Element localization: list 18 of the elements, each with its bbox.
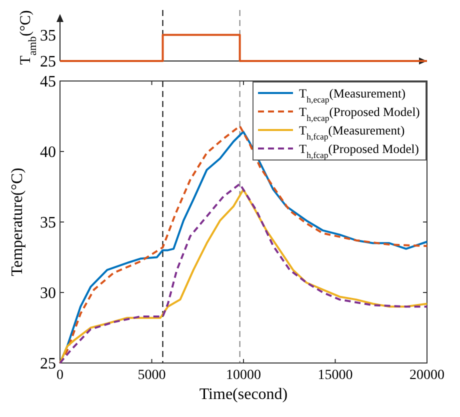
x-axis-title: Time(second) — [199, 386, 288, 403]
legend-label: T$_{h,fcap}$(Proposed Model) — [299, 142, 419, 160]
legend-label: T$_{h,ecap}$(Proposed Model) — [299, 104, 420, 123]
x-tick-label: 20000 — [410, 368, 444, 383]
y-tick-label: 35 — [40, 27, 56, 44]
x-tick-label: 10000 — [226, 368, 261, 383]
x-tick-label: 15000 — [318, 368, 353, 383]
y-tick-label: 45 — [40, 74, 56, 91]
x-tick-label: 0 — [56, 368, 64, 383]
y-tick-label: 30 — [40, 285, 56, 302]
y-tick-label: 25 — [40, 54, 56, 71]
legend-label: T$_{h,fcap}$(Measurement) — [299, 123, 405, 142]
y-tick-label: 35 — [40, 214, 56, 232]
y-tick-label: 25 — [40, 356, 56, 373]
legend-label: T$_{h,ecap}$(Measurement) — [299, 86, 406, 104]
x-tick-label: 5000 — [138, 368, 166, 383]
y-axis-title: Temperature(°C) — [9, 168, 26, 276]
y-tick-label: 40 — [40, 144, 56, 162]
